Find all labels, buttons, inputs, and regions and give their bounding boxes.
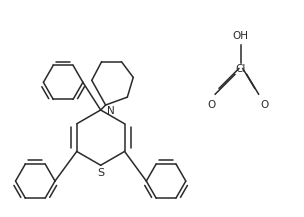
Text: O: O: [207, 100, 215, 110]
Text: N: N: [107, 106, 114, 116]
Text: OH: OH: [233, 31, 249, 41]
Text: O: O: [261, 100, 269, 110]
Text: Cl: Cl: [236, 64, 246, 74]
Text: S: S: [97, 168, 104, 178]
